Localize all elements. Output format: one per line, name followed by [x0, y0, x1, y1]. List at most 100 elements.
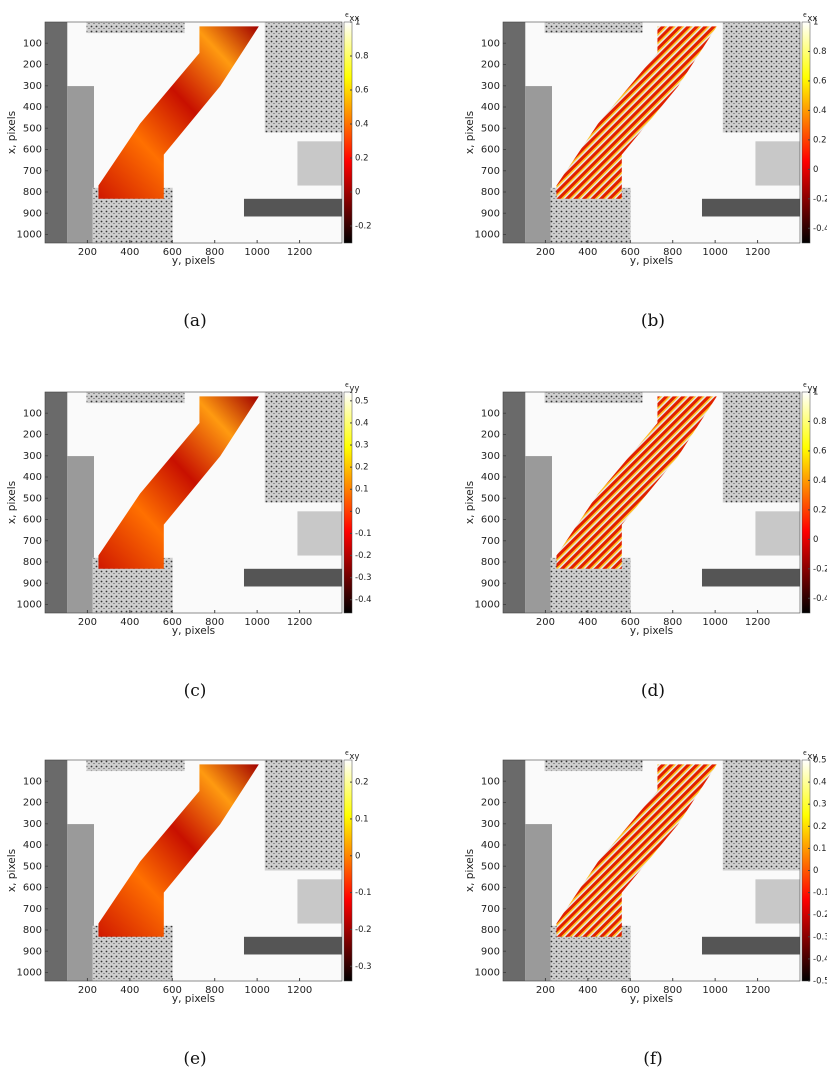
x-tick-label: 1200 — [287, 247, 312, 258]
photo-block — [544, 760, 643, 772]
colorbar-tick-label: -0.4 — [355, 595, 372, 605]
colorbar-tick-label: 0 — [355, 851, 360, 861]
x-tick-label: 600 — [163, 247, 182, 258]
colorbar-tick-label: -0.4 — [813, 224, 827, 234]
y-tick-label: 600 — [481, 145, 500, 156]
colorbar-tick-label: 0 — [355, 507, 360, 517]
colorbar-tick-label: 1 — [813, 388, 818, 398]
caption: (b) — [641, 311, 665, 331]
photo-grip — [45, 22, 68, 243]
y-tick-label: 900 — [481, 208, 500, 219]
y-tick-label: 700 — [23, 536, 42, 547]
photo-block — [86, 760, 185, 772]
photo-bar — [297, 141, 342, 186]
strain-field — [98, 26, 259, 199]
x-tick-label: 600 — [163, 617, 182, 628]
photo-grip — [525, 824, 553, 981]
y-tick-label: 100 — [23, 38, 42, 49]
x-tick-label: 1000 — [244, 617, 269, 628]
x-tick-label: 600 — [621, 617, 640, 628]
colorbar-tick-label: 0.8 — [813, 417, 827, 427]
y-tick-label: 300 — [23, 819, 42, 830]
colorbar-tick-label: 0.4 — [813, 778, 827, 788]
y-tick-label: 700 — [481, 904, 500, 915]
x-tick-label: 400 — [578, 985, 597, 996]
photo — [45, 22, 342, 243]
caption: (d) — [641, 681, 665, 701]
colorbar-tick-label: 0.6 — [813, 76, 827, 86]
x-tick-label: 400 — [120, 617, 139, 628]
photo-bar — [243, 198, 342, 217]
colorbar-tick-label: 0 — [355, 188, 360, 198]
photo — [45, 392, 342, 613]
x-tick-label: 1200 — [287, 617, 312, 628]
colorbar-tick-label: -0.2 — [813, 910, 827, 920]
colorbar-tick-label: 0.2 — [813, 135, 827, 145]
colorbar-label: ϵyy — [803, 381, 817, 394]
x-tick-label: 200 — [536, 617, 555, 628]
colorbar-symbol: ϵ — [345, 381, 349, 389]
colorbar-tick-label: 0.6 — [355, 86, 369, 96]
axes-frame — [502, 21, 801, 244]
y-axis-label: x, pixels — [464, 849, 476, 892]
photo-bar — [243, 936, 342, 955]
panel: 200 400 600 800 1000 1200 100 200 300 400 500 600 70… — [464, 381, 827, 701]
photo-block — [264, 392, 342, 503]
colorbar-tick-label: -0.4 — [813, 594, 827, 604]
y-tick-label: 1000 — [17, 968, 42, 979]
colorbar-label: ϵyy — [345, 381, 359, 394]
y-tick-label: 600 — [23, 145, 42, 156]
photo-block — [86, 22, 185, 34]
panel: 200 400 600 800 1000 1200 100 200 300 400 500 600 70… — [464, 11, 827, 331]
y-tick-label: 500 — [481, 493, 500, 504]
panel: 200 400 600 800 1000 1200 100 200 300 400 500 600 70… — [6, 749, 372, 1069]
x-axis-label: y, pixels — [172, 255, 215, 267]
colorbar-tick-label: 0.4 — [355, 418, 369, 428]
axes-frame — [44, 21, 343, 244]
axes-frame — [44, 391, 343, 614]
photo — [503, 392, 800, 613]
y-tick-label: 100 — [481, 408, 500, 419]
photo-grip — [67, 456, 95, 613]
colorbar-tick-label: -0.2 — [355, 551, 372, 561]
colorbar-tick-label: 0.8 — [355, 52, 369, 62]
colorbar-tick-label: 0.2 — [355, 463, 369, 473]
y-tick-label: 500 — [23, 493, 42, 504]
caption: (a) — [183, 311, 206, 331]
strain-field — [556, 396, 717, 569]
y-tick-label: 600 — [23, 515, 42, 526]
photo-grip — [503, 22, 526, 243]
photo-grip — [45, 392, 68, 613]
y-tick-label: 100 — [481, 38, 500, 49]
y-tick-label: 200 — [481, 798, 500, 809]
colorbar-symbol: ϵ — [803, 381, 807, 389]
photo-bar — [243, 568, 342, 587]
colorbar-tick-label: 0.6 — [813, 446, 827, 456]
photo-grip — [67, 86, 95, 243]
x-tick-label: 200 — [78, 617, 97, 628]
y-tick-label: 1000 — [475, 600, 500, 611]
colorbar — [801, 21, 811, 244]
colorbar-tick-label: 0.8 — [813, 47, 827, 57]
colorbar-subscript: yy — [349, 384, 359, 394]
y-tick-label: 700 — [23, 166, 42, 177]
colorbar-tick-label: -0.1 — [813, 888, 827, 898]
y-tick-label: 100 — [23, 408, 42, 419]
x-tick-label: 400 — [578, 247, 597, 258]
colorbar-tick-label: -0.2 — [355, 222, 372, 232]
x-tick-label: 800 — [205, 247, 224, 258]
colorbar — [343, 21, 353, 244]
colorbar-tick-label: 0.5 — [355, 396, 369, 406]
y-tick-label: 400 — [23, 840, 42, 851]
colorbar-symbol: ϵ — [803, 749, 807, 757]
colorbar-tick-label: -0.3 — [355, 573, 372, 583]
axes-frame — [502, 391, 801, 614]
y-tick-label: 900 — [23, 578, 42, 589]
colorbar-tick-label: -0.1 — [355, 529, 372, 539]
y-tick-label: 300 — [481, 451, 500, 462]
photo-bar — [755, 511, 800, 556]
colorbar-subscript: xx — [807, 14, 817, 24]
x-tick-label: 1000 — [244, 985, 269, 996]
y-tick-label: 900 — [481, 946, 500, 957]
x-tick-label: 1000 — [702, 617, 727, 628]
